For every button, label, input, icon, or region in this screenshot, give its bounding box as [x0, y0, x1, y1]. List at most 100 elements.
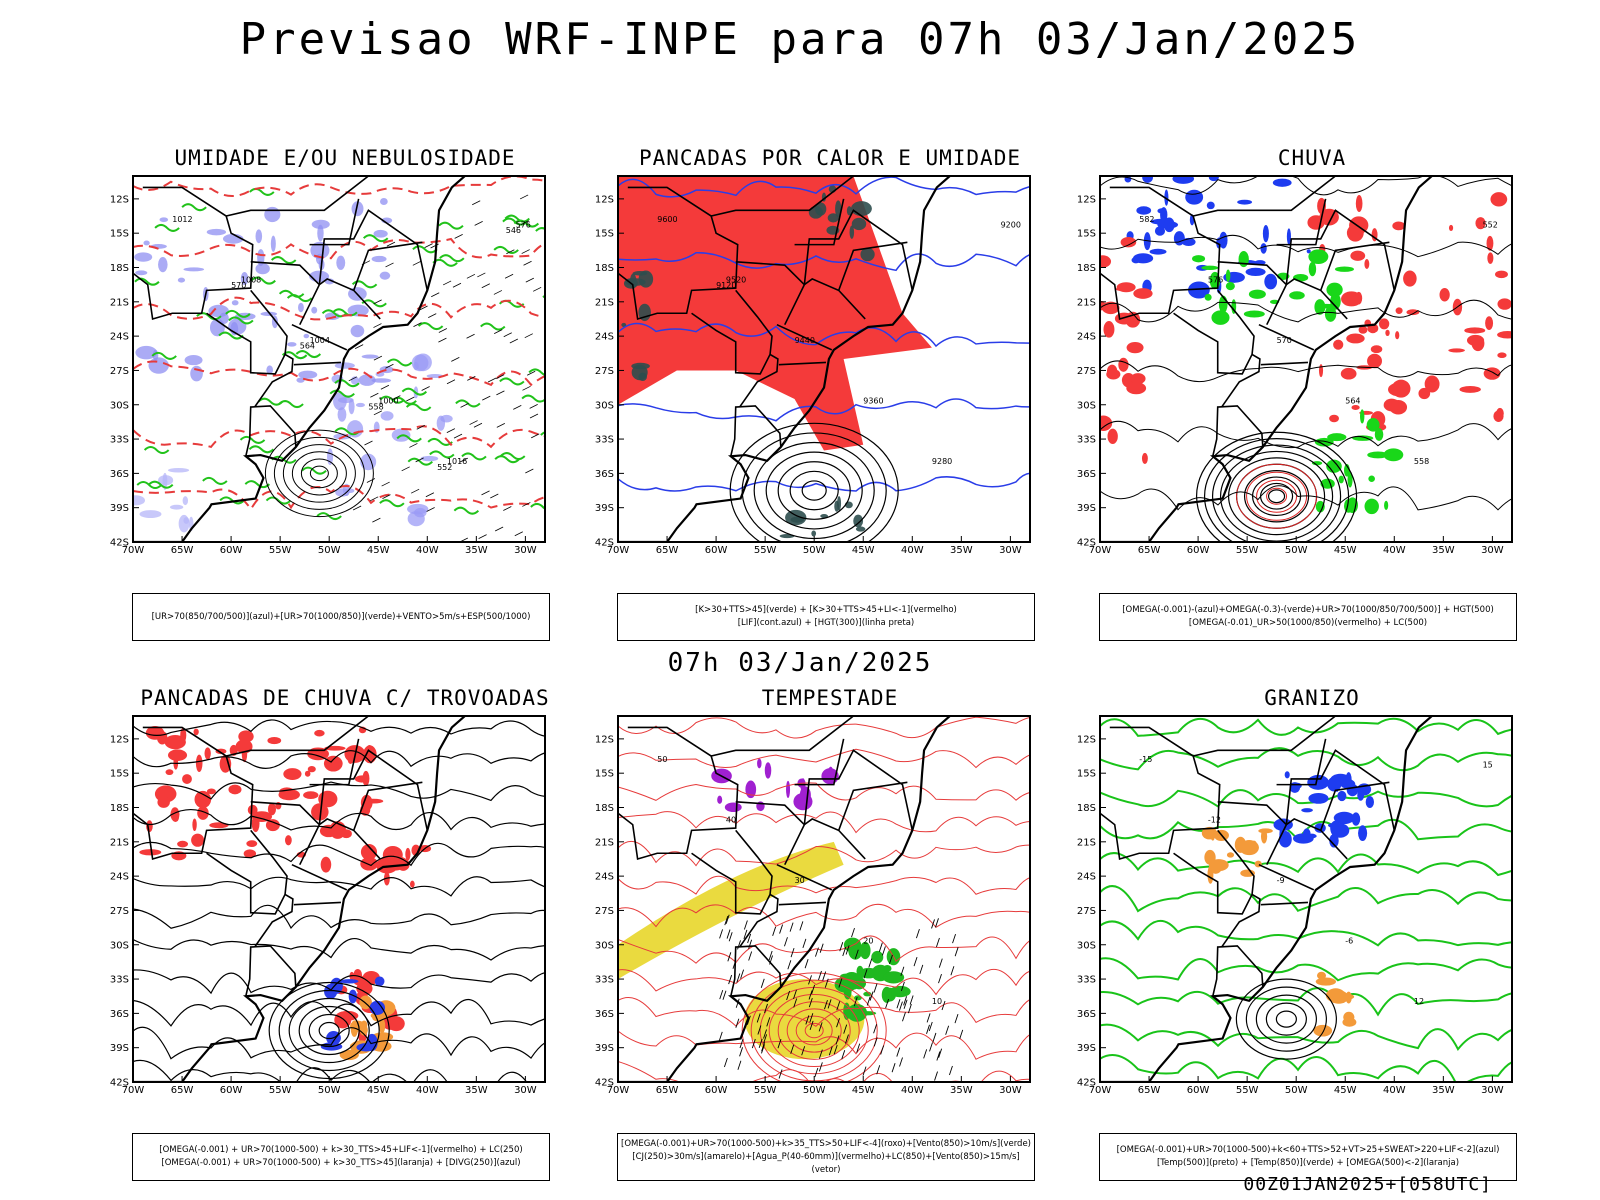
thunder-red-area	[360, 843, 378, 861]
omega-red-area	[1350, 250, 1366, 261]
wind-vector	[779, 924, 784, 934]
wind-vector	[746, 1015, 751, 1025]
thunder-orange-area	[378, 1018, 386, 1034]
lon-tick-label: 60W	[1187, 1085, 1210, 1096]
wind-vector	[903, 999, 908, 1009]
hgt500-contour	[1211, 444, 1342, 542]
omega-red-area	[1355, 195, 1363, 213]
wind-vector	[949, 1065, 953, 1076]
lon-tick-label: 65W	[171, 545, 194, 556]
run-info-footer: 00Z01JAN2025+[058UTC]	[1243, 1174, 1492, 1195]
thunder-red-area	[235, 739, 253, 754]
thickness-red-dashed	[133, 485, 545, 511]
panel-title: GRANIZO	[1264, 686, 1360, 710]
wind-vector	[760, 978, 765, 988]
hgt500-contour	[1267, 489, 1286, 504]
wind-vector	[926, 1024, 930, 1034]
wind-vector	[386, 241, 396, 247]
lat-tick-label: 24S	[110, 872, 129, 883]
country-state-border	[1276, 198, 1327, 246]
omega-red-area	[1439, 288, 1450, 302]
lat-tick-label: 24S	[1077, 332, 1096, 343]
legend-box: [OMEGA(-0.001) + UR>70(1000-500) + k>30_…	[132, 1133, 550, 1181]
heat-shower-green-area	[811, 530, 817, 537]
map-content: -15 -12 -9 -6 12 15	[1100, 716, 1512, 1082]
streamline	[133, 781, 545, 802]
wind-vector	[862, 1066, 867, 1076]
omega-green-area	[1364, 498, 1379, 515]
wind-vector	[487, 377, 497, 383]
humidity-green-contour	[295, 350, 322, 358]
lat-tick-label: 21S	[110, 297, 129, 308]
lon-tick-label: 35W	[1432, 545, 1455, 556]
lat-tick-label: 39S	[595, 1043, 614, 1054]
contour-label: 50	[657, 755, 667, 764]
thunder-red-area	[182, 774, 192, 784]
country-state-border	[837, 241, 908, 291]
humidity-blue-area	[380, 411, 394, 421]
wind-vector	[764, 1003, 768, 1014]
thunder-red-area	[279, 787, 295, 797]
isobar	[273, 436, 365, 510]
lon-tick-label: 40W	[416, 545, 439, 556]
omega-green-area	[1293, 273, 1309, 282]
humidity-green-contour	[219, 496, 245, 505]
temp500-black-contour	[1235, 978, 1337, 1060]
temp850-green-contour	[1100, 920, 1512, 947]
hgt300-contour	[729, 422, 899, 542]
wind-vector	[739, 1038, 744, 1049]
lif-blue-contour	[618, 322, 1030, 348]
lat-tick-label: 30S	[1077, 400, 1096, 411]
omega-green-area	[1211, 310, 1230, 325]
wind-vector	[761, 1044, 765, 1054]
wind-vector	[494, 526, 504, 532]
humidity-blue-area	[298, 302, 304, 313]
country-state-border	[1100, 186, 1221, 320]
omega-red-area	[1403, 270, 1417, 287]
humidity-green-contour	[499, 377, 525, 386]
omega-blue-area	[1262, 225, 1269, 243]
wind-vector	[494, 329, 503, 334]
lon-tick-label: 60W	[705, 545, 728, 556]
omega-green-area	[1308, 261, 1317, 277]
wind-vector	[790, 947, 795, 958]
wind-vector	[370, 392, 379, 398]
contour-label: 9520	[726, 275, 746, 284]
lat-tick-label: 39S	[1077, 503, 1096, 514]
omega-red-area	[1418, 387, 1431, 400]
wind-vector	[787, 960, 792, 970]
wind-vector	[370, 496, 379, 502]
lat-tick-label: 42S	[595, 538, 614, 549]
hgt500-contour	[1227, 457, 1326, 536]
thunder-red-area	[204, 747, 211, 760]
wind-vector	[881, 946, 886, 956]
wind-vector	[824, 1000, 828, 1010]
omega-red-area	[1392, 221, 1406, 231]
hgt500-contour	[1100, 485, 1512, 511]
country-state-border	[293, 901, 342, 906]
wind-vector	[521, 249, 530, 254]
humidity-blue-area	[337, 407, 347, 422]
map-content	[133, 716, 545, 1082]
divergence-blue-area	[348, 989, 358, 1004]
omega-blue-area	[1272, 178, 1292, 187]
omega-red-area	[1367, 353, 1383, 369]
omega-green-area	[1327, 433, 1347, 442]
wind-vector	[529, 404, 538, 409]
contour-label: 546	[506, 226, 521, 235]
wind-vector	[931, 919, 935, 929]
wind-vector	[438, 337, 447, 343]
humidity-green-contour	[334, 379, 360, 388]
omega-red-area	[1385, 329, 1390, 337]
hgt500-contour	[1100, 176, 1512, 196]
humidity-green-contour	[136, 481, 162, 490]
heat-shower-green-area	[629, 273, 637, 289]
wind-vector	[907, 1004, 912, 1014]
wind-vector	[814, 1067, 819, 1078]
thunder-red-area	[197, 806, 209, 820]
country-state-border	[1285, 209, 1396, 291]
humidity-green-contour	[504, 214, 530, 223]
wind-vector	[354, 344, 364, 350]
lat-tick-label: 39S	[1077, 1043, 1096, 1054]
lat-tick-label: 27S	[595, 906, 614, 917]
